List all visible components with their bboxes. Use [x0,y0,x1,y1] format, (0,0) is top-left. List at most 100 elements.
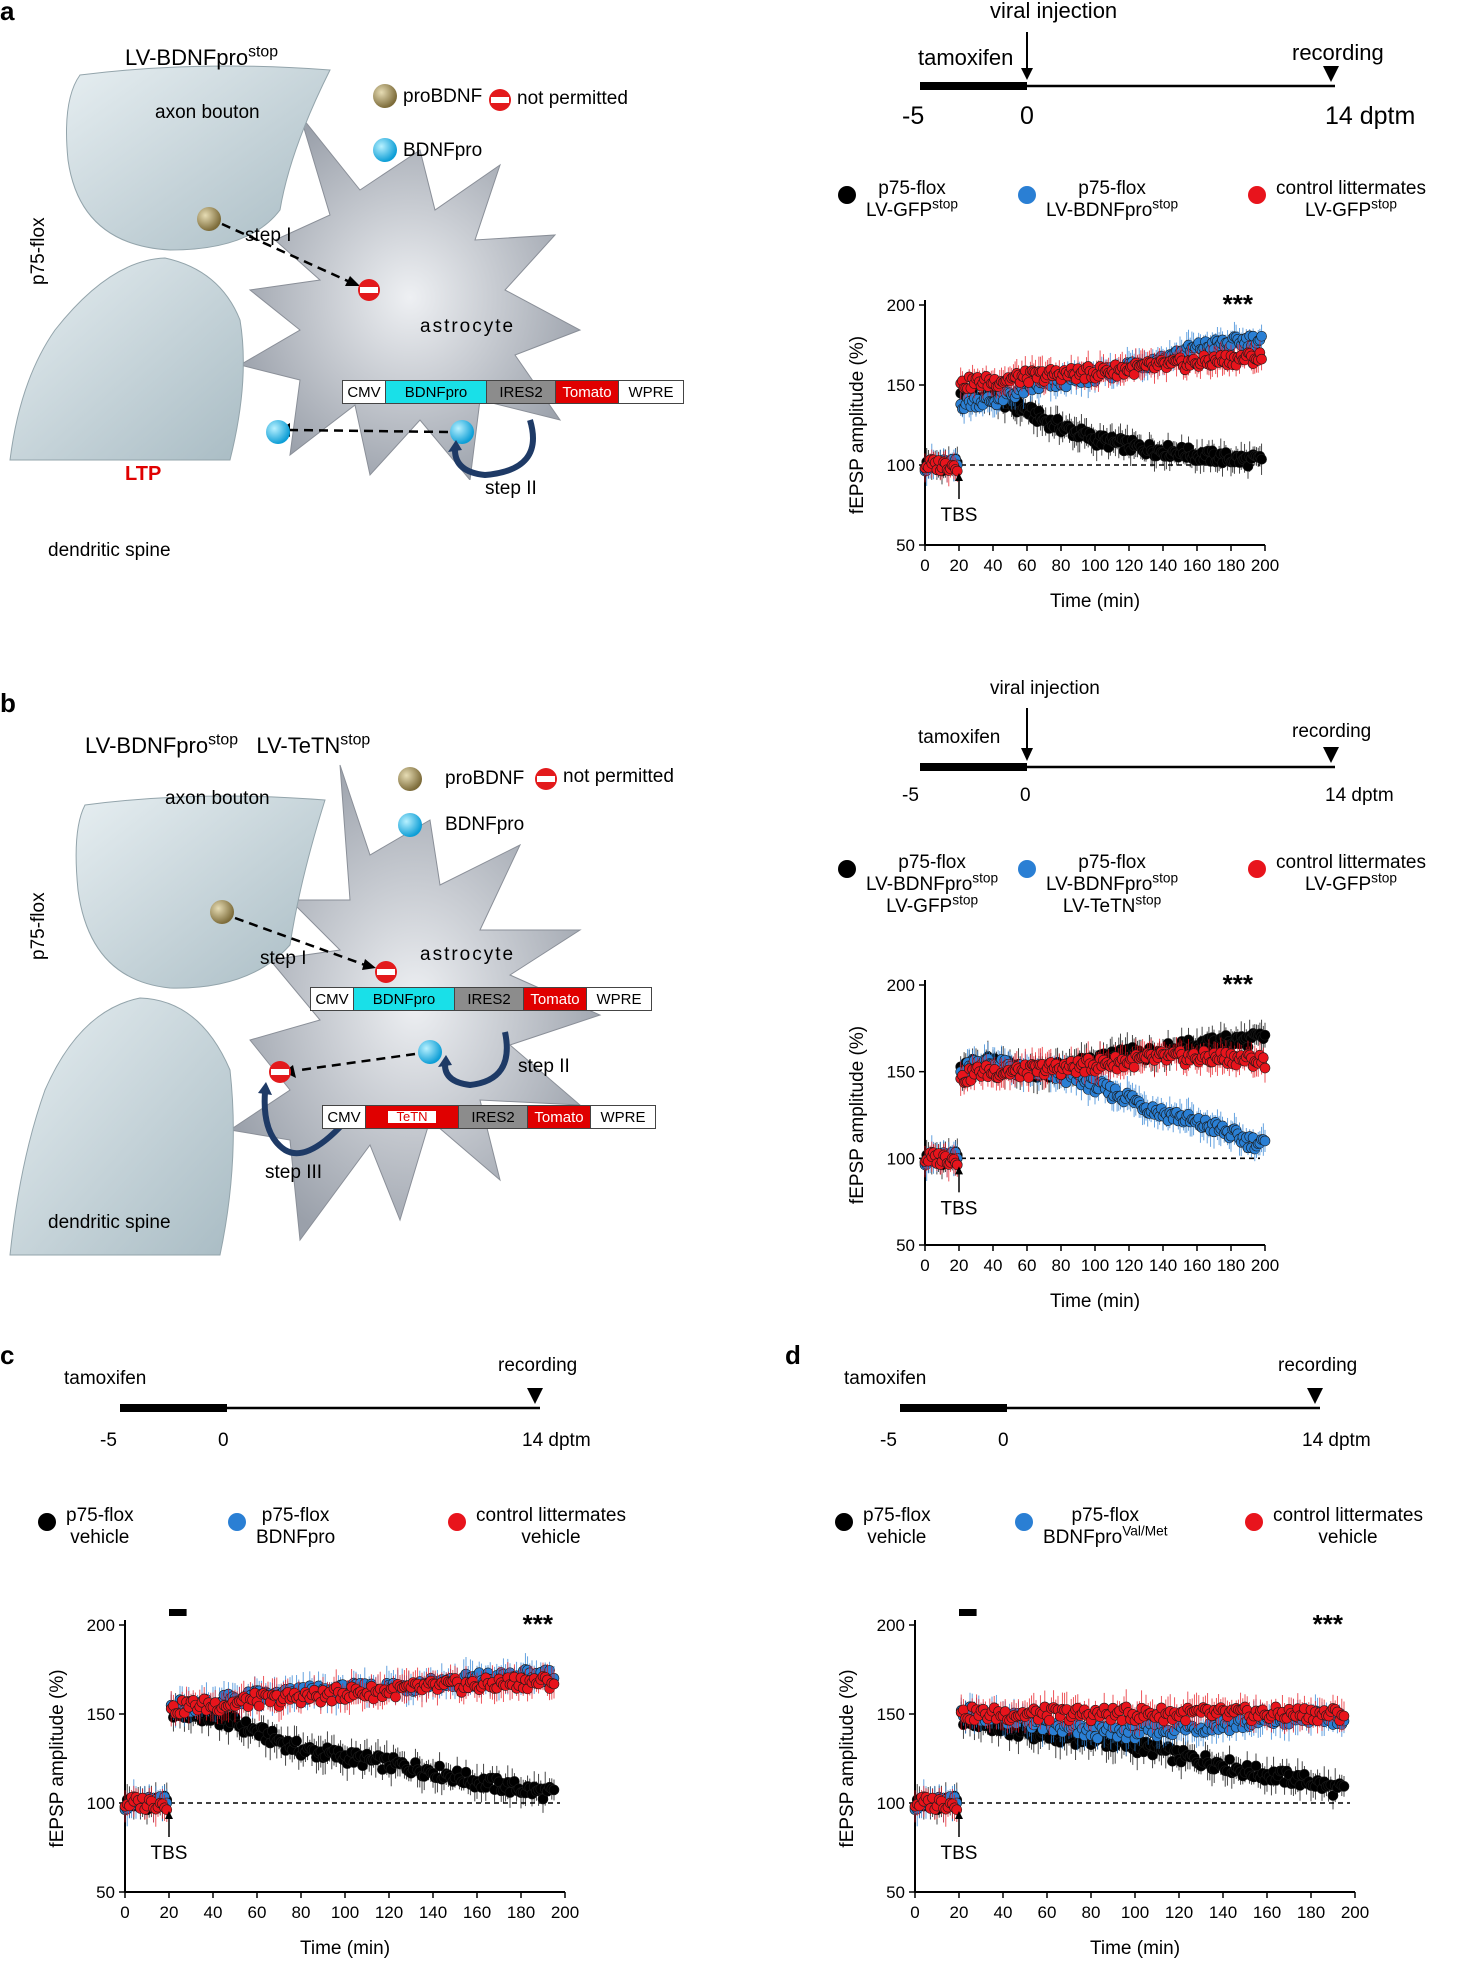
x-tick-label: 40 [984,556,1003,575]
timeline-c-tick-zero: 0 [218,1430,229,1451]
timeline-a-tick-end: 14 dptm [1325,102,1416,130]
step2-label-b: step II [518,1056,570,1077]
data-point [326,1695,338,1707]
legend-line1: p75-flox [66,1505,134,1526]
x-tick-label: 180 [1297,1903,1325,1922]
legend-line2: LV-BDNFpro [866,874,973,895]
legend-c-item-0: p75-flox vehicle [38,1505,134,1549]
construct-bdnfpro: BDNFpro [386,381,487,403]
x-tick-label: 200 [551,1903,579,1922]
construct-wpre: WPRE [587,988,651,1010]
legend-marker [838,860,856,878]
panel-label-c: c [0,1340,15,1370]
legend-line1: control littermates [1276,178,1426,199]
x-tick-label: 200 [1251,1256,1279,1275]
y-axis-label: fEPSP amplitude (%) [837,1669,858,1847]
legend-a-item-2: control littermates LV-GFPstop [1248,178,1426,222]
series-2 [919,1037,1271,1182]
construct-wpre: WPRE [619,381,683,403]
x-tick-label: 60 [1018,556,1037,575]
chart-d: 50 100 150 200 0 20 40 60 80 100 120 140 160 180 200 Ti… [837,1609,1369,1959]
timeline-c-left-label: tamoxifen [64,1368,147,1389]
legend-d-item-2: control littermates vehicle [1245,1505,1423,1549]
timeline-b-top-label: viral injection [990,678,1100,699]
legend-marker [1018,186,1036,204]
data-point [1023,377,1034,388]
x-tick-label: 60 [248,1903,267,1922]
y-tick-label: 50 [96,1883,115,1902]
timeline-c-tick-start: -5 [100,1430,117,1451]
x-axis-label: Time (min) [1050,591,1140,612]
timeline-d: tamoxifen recording -5 0 14 dptm [840,1355,1440,1500]
tbs-arrowhead [955,473,963,481]
legend-line2: LV-BDNFpro [1046,200,1153,221]
dendritic-spine-label-b: dendritic spine [48,1212,171,1233]
construct-tomato: Tomato [524,988,587,1010]
data-point [1037,1724,1048,1735]
x-tick-label: 40 [994,1903,1013,1922]
x-tick-label: 40 [204,1903,223,1922]
data-point [460,1766,472,1778]
x-tick-label: 20 [160,1903,179,1922]
axon-bouton-shape [66,65,331,251]
chart-c: 50 100 150 200 0 20 40 60 80 100 120 140 160 180 200 Ti… [47,1609,579,1959]
mechanism-diagram-b: LV-BDNFprostop LV-TeTNstop axon bouton p… [0,700,720,1260]
legend-sup: stop [932,196,959,212]
x-tick-label: 80 [1082,1903,1101,1922]
construct-cmv: CMV [343,381,386,403]
bdnfpro-particle-inside [450,420,474,444]
x-tick-label: 180 [1217,1256,1245,1275]
data-point [952,1159,963,1171]
legend-marker [1248,186,1266,204]
legend-line2: LV-BDNFpro [1046,874,1153,895]
legend-line2: vehicle [1318,1527,1378,1548]
data-point [1180,1715,1191,1726]
x-tick-label: 140 [419,1903,447,1922]
axon-bouton-label-b: axon bouton [165,788,270,809]
timeline-a-tick-zero: 0 [1020,102,1034,130]
legend-probdnf-label: proBDNF [403,86,483,107]
legend-sup: stop [1135,892,1162,908]
panel-label-a: a [0,0,15,26]
application-bar [169,1609,187,1616]
timeline-a-left-label: tamoxifen [918,45,1014,70]
y-tick-label: 150 [87,1705,115,1724]
y-tick-label: 150 [887,1063,915,1082]
y-tick-label: 100 [877,1794,905,1813]
construct-tomato: Tomato [556,381,619,403]
timeline-b-tick-end: 14 dptm [1325,785,1394,806]
significance-label: *** [1223,289,1254,319]
legend-line1: p75-flox [863,1505,931,1526]
x-tick-label: 100 [1121,1903,1149,1922]
y-axis-label: fEPSP amplitude (%) [847,1026,868,1204]
y-tick-label: 200 [877,1616,905,1635]
legend-marker [38,1513,56,1531]
legend-line2: LV-GFP [1304,874,1372,895]
significance-label: *** [1223,969,1254,999]
x-axis-label: Time (min) [1050,1291,1140,1312]
legend-a-item-1: p75-flox LV-BDNFprostop [1018,178,1178,222]
x-tick-label: 120 [1115,1256,1143,1275]
x-tick-label: 20 [950,1256,969,1275]
x-tick-label: 200 [1341,1903,1369,1922]
timeline-b-left-label: tamoxifen [918,727,1001,748]
y-tick-label: 200 [887,296,915,315]
legend-c-item-1: p75-flox BDNFpro [228,1505,335,1549]
legend-line2: BDNFpro [256,1527,336,1548]
legend-line2: vehicle [867,1527,927,1548]
legend-line1: p75-flox [1078,852,1146,873]
construct-cmv: CMV [323,1106,366,1128]
legend-line1: p75-flox [878,178,946,199]
legend-line2: BDNFpro [1043,1527,1123,1548]
legend-b-item-1: p75-flox LV-BDNFprostop LV-TeTNstop [1018,852,1178,918]
legend-line1: control littermates [1276,852,1426,873]
x-tick-label: 20 [950,1903,969,1922]
legend-bdnfpro-label: BDNFpro [403,140,483,161]
x-tick-label: 160 [1183,556,1211,575]
legend-bdnfpro-icon-b [398,813,422,837]
p75-flox-label-b: p75-flox [28,892,49,960]
y-tick-label: 100 [87,1794,115,1813]
legend-not-permitted-label-b: not permitted [563,766,674,787]
y-tick-label: 200 [87,1616,115,1635]
y-tick-label: 200 [887,976,915,995]
